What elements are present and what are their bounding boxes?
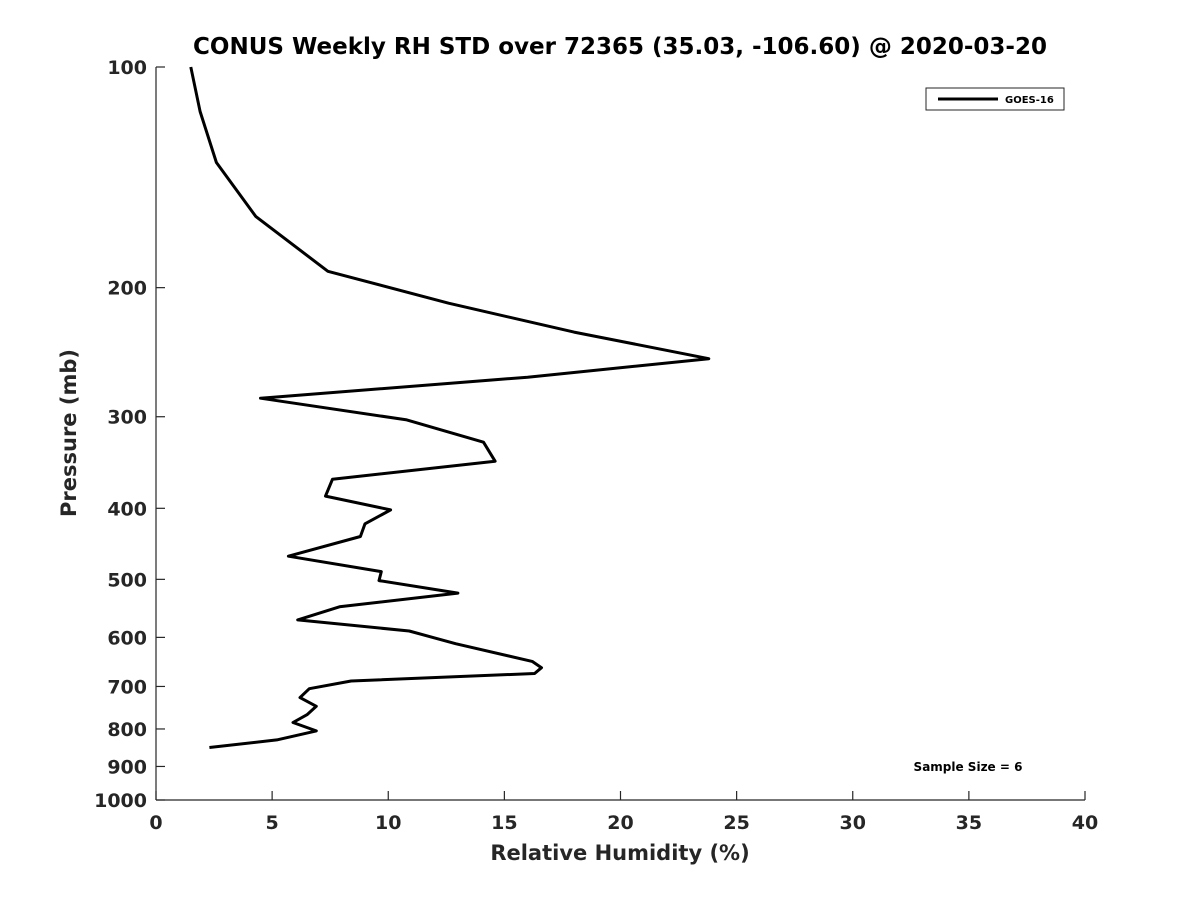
legend: GOES-16 xyxy=(925,87,1065,111)
y-tick-label: 400 xyxy=(107,498,147,520)
plot-axes xyxy=(155,67,1085,801)
chart-title: CONUS Weekly RH STD over 72365 (35.03, -… xyxy=(193,34,1047,60)
series-line-goes-16 xyxy=(189,66,711,749)
y-tick-label: 300 xyxy=(107,407,147,429)
x-tick-label: 10 xyxy=(375,812,401,834)
x-ticks: 0 5 10 15 20 25 30 35 40 xyxy=(149,791,1098,834)
x-tick-label: 35 xyxy=(956,812,982,834)
y-axis-label: Pressure (mb) xyxy=(57,349,81,517)
x-tick-label: 40 xyxy=(1072,812,1098,834)
y-tick-label: 200 xyxy=(107,278,147,300)
y-tick-label: 600 xyxy=(107,627,147,649)
x-tick-label: 15 xyxy=(491,812,517,834)
y-tick-label: 1000 xyxy=(94,790,147,812)
x-tick-label: 30 xyxy=(840,812,866,834)
y-tick-label: 900 xyxy=(107,756,147,778)
series-layer xyxy=(189,66,711,749)
x-tick-label: 0 xyxy=(149,812,162,834)
y-tick-label: 700 xyxy=(107,676,147,698)
x-tick-label: 5 xyxy=(266,812,279,834)
y-tick-label: 100 xyxy=(107,57,147,79)
y-ticks: 100 200 300 400 500 600 700 800 900 1000 xyxy=(94,57,165,812)
x-tick-label: 25 xyxy=(723,812,749,834)
x-axis-label: Relative Humidity (%) xyxy=(490,841,749,865)
legend-label-goes-16: GOES-16 xyxy=(1005,95,1054,106)
x-tick-label: 20 xyxy=(607,812,633,834)
sample-size-annotation: Sample Size = 6 xyxy=(914,760,1023,774)
y-tick-label: 800 xyxy=(107,719,147,741)
y-tick-label: 500 xyxy=(107,569,147,591)
